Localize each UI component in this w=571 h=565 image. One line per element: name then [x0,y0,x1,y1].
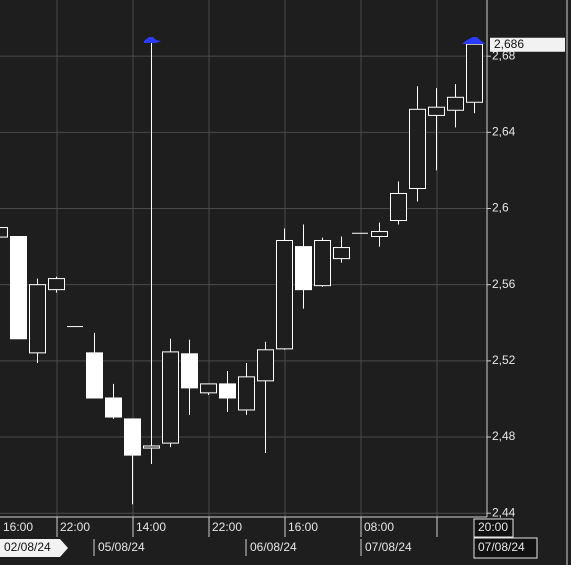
candle-body [29,284,46,354]
date-box [473,537,538,559]
date-label: 02/08/24 [4,540,51,554]
candle-body [428,106,445,116]
y-tick-label: 2,48 [492,429,516,443]
time-label: 14:00 [136,520,166,534]
last-price-label: 2,686 [494,37,524,51]
candle-body [238,376,255,411]
candle-body [86,352,103,399]
y-tick-label: 2,56 [492,277,516,291]
date-label: 07/08/24 [365,540,412,554]
time-label: 08:00 [364,520,394,534]
candle-body [143,445,160,449]
candle-body [10,236,27,340]
time-label: 22:00 [60,520,90,534]
y-tick-label: 2,52 [492,353,516,367]
candle-body [409,108,426,190]
candle-body [181,353,198,389]
y-tick-label: 2,6 [492,201,509,215]
candle-body [105,397,122,418]
time-label: 20:00 [478,520,508,534]
candle-body [124,418,141,456]
time-label: 16:00 [288,520,318,534]
candle-body [314,240,331,287]
date-label: 06/08/24 [250,540,297,554]
candle-body [48,278,65,291]
candle-body [390,192,407,222]
date-flag [0,539,68,557]
candle-body [162,351,179,444]
time-label: 16:00 [3,520,33,534]
last-price-box [490,37,565,52]
candle-body [219,383,236,399]
candle-body [333,247,350,260]
candles [0,40,483,505]
candle-body [447,96,464,111]
marker [462,37,485,44]
candle-body [371,231,388,238]
candle-body [295,246,312,291]
time-box [473,518,514,538]
date-label: 05/08/24 [98,540,145,554]
labels: 2,44 2,48 2,52 2,56 2,6 2,64 2,682,686 16:00 22:… [0,37,565,559]
candle-body [257,349,274,382]
y-tick-label: 2,68 [492,48,516,62]
candle-body [466,43,483,103]
candle-body [0,227,8,238]
y-tick-label: 2,64 [492,125,516,139]
marker [144,37,161,43]
y-tick-label: 2,44 [492,505,516,519]
date-label: 07/08/24 [478,540,525,554]
candle-body [200,383,217,394]
candle-body [276,240,293,350]
time-label: 22:00 [212,520,242,534]
